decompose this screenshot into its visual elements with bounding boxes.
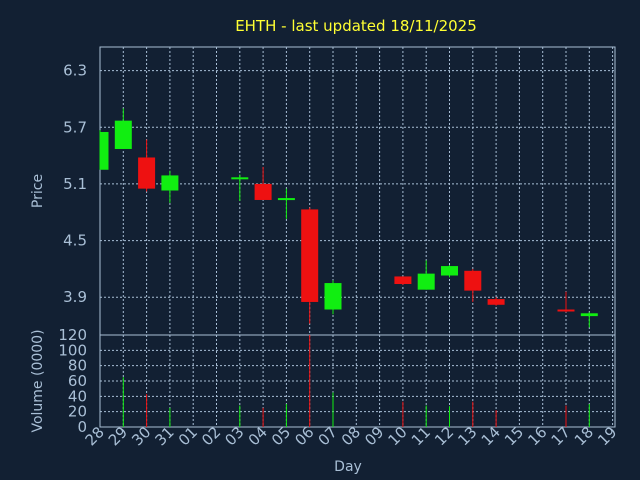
candles <box>99 108 598 328</box>
candle-body <box>301 209 319 302</box>
candle-28 <box>99 130 109 170</box>
candle-body <box>580 313 598 317</box>
candle-07 <box>324 280 342 315</box>
candle-body <box>254 183 272 200</box>
candle-body <box>114 120 132 149</box>
price-tick-label: 6.3 <box>63 62 87 80</box>
volume-tick-label: 0 <box>77 418 87 436</box>
volume-axis-label: Volume (0000) <box>30 329 46 432</box>
candle-body <box>464 270 482 291</box>
candle-17 <box>557 291 575 313</box>
candle-14 <box>487 297 505 306</box>
x-ticks: 2829303101020304050607080910111213141516… <box>82 423 621 449</box>
candle-body <box>231 177 249 180</box>
candle-body <box>138 157 156 189</box>
volume-tick-label: 60 <box>68 372 87 390</box>
price-tick-label: 3.9 <box>63 288 87 306</box>
price-tick-label: 4.5 <box>63 232 87 250</box>
volume-bars <box>122 335 590 427</box>
price-axis-label: Price <box>30 174 46 208</box>
candle-body <box>417 273 435 290</box>
candle-body <box>100 131 109 170</box>
candle-body <box>161 175 179 191</box>
candle-29 <box>114 108 132 149</box>
candle-13 <box>464 268 482 302</box>
volume-tick-label: 100 <box>58 341 87 359</box>
candle-11 <box>417 260 435 290</box>
volume-tick-label: 80 <box>68 357 87 375</box>
price-panel: 6.3 5.7 5.1 4.5 3.9 Price <box>30 46 616 336</box>
candle-04 <box>254 166 272 200</box>
candle-18 <box>580 312 598 328</box>
candle-03 <box>231 174 249 201</box>
volume-tick-label: 120 <box>58 326 87 344</box>
chart-title: EHTH - last updated 18/11/2025 <box>235 17 477 35</box>
x-axis-label: Day <box>334 459 362 475</box>
price-tick-label: 5.7 <box>63 118 87 136</box>
candle-body <box>487 299 505 305</box>
candle-body <box>441 266 458 276</box>
volume-tick-label: 20 <box>68 403 87 421</box>
price-panel-frame <box>99 46 616 336</box>
price-grid <box>100 47 615 335</box>
candle-06 <box>301 207 319 324</box>
price-y-ticks: 6.3 5.7 5.1 4.5 3.9 <box>63 62 87 307</box>
candle-30 <box>138 139 156 192</box>
candle-body <box>394 276 412 285</box>
candle-12 <box>441 265 458 278</box>
candle-31 <box>161 170 179 203</box>
volume-grid <box>100 335 615 427</box>
price-tick-label: 5.1 <box>63 175 87 193</box>
candle-body <box>277 198 295 201</box>
volume-tick-label: 40 <box>68 387 87 405</box>
candle-10 <box>394 276 412 285</box>
candle-05 <box>277 188 295 219</box>
candle-body <box>557 309 575 312</box>
candle-body <box>324 283 342 310</box>
